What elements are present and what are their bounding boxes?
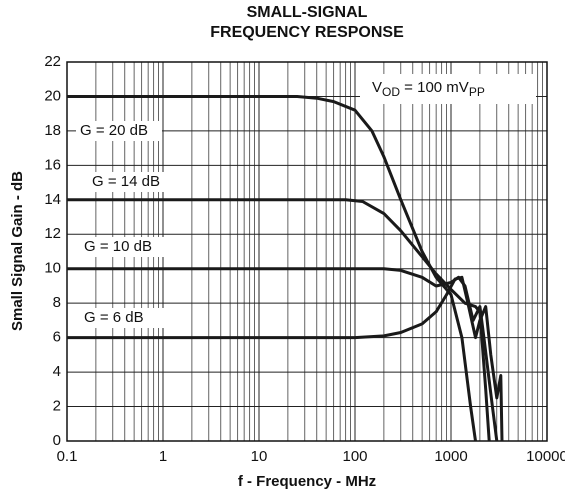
y-tick-label: 16 bbox=[44, 156, 61, 173]
y-tick-label: 18 bbox=[44, 122, 61, 139]
x-tick-label: 10 bbox=[251, 448, 268, 465]
annotation-part: V bbox=[372, 79, 382, 96]
x-tick-label: 100 bbox=[342, 448, 367, 465]
series-line bbox=[67, 95, 477, 442]
series-label: G = 10 dB bbox=[84, 238, 152, 255]
annotation-part: OD bbox=[382, 85, 400, 99]
y-tick-label: 2 bbox=[53, 398, 61, 415]
chart-title: SMALL-SIGNAL bbox=[247, 4, 368, 21]
series-line bbox=[67, 267, 499, 442]
series-label-bg bbox=[80, 237, 166, 257]
y-tick-label: 0 bbox=[53, 432, 61, 449]
annotation-part: = 100 mV bbox=[400, 79, 469, 96]
series-label: G = 6 dB bbox=[84, 309, 144, 326]
y-axis-label: Small Signal Gain - dB bbox=[9, 171, 26, 331]
series-label: G = 20 dB bbox=[80, 122, 148, 139]
chart-title: FREQUENCY RESPONSE bbox=[210, 24, 404, 41]
x-tick-label: 0.1 bbox=[57, 448, 78, 465]
y-tick-label: 8 bbox=[53, 294, 61, 311]
y-tick-label: 6 bbox=[53, 329, 61, 346]
y-tick-label: 10 bbox=[44, 260, 61, 277]
series-label-bg bbox=[88, 172, 174, 192]
plot-frame bbox=[66, 61, 548, 442]
series-label-bg bbox=[80, 308, 166, 328]
series-line bbox=[67, 275, 504, 442]
y-tick-label: 12 bbox=[44, 225, 61, 242]
series-label: G = 14 dB bbox=[92, 173, 160, 190]
y-tick-label: 20 bbox=[44, 87, 61, 104]
annotation: VOD = 100 mVPP bbox=[372, 79, 485, 99]
x-tick-label: 1 bbox=[159, 448, 167, 465]
x-tick-label: 10000 bbox=[526, 448, 565, 465]
x-tick-label: 1000 bbox=[434, 448, 467, 465]
annotation-part: PP bbox=[469, 85, 485, 99]
y-tick-label: 4 bbox=[53, 363, 61, 380]
y-tick-label: 22 bbox=[44, 53, 61, 70]
series-label-bg bbox=[76, 121, 162, 141]
annotation-box bbox=[360, 74, 536, 104]
y-tick-label: 14 bbox=[44, 191, 61, 208]
x-axis-label: f - Frequency - MHz bbox=[238, 473, 376, 490]
